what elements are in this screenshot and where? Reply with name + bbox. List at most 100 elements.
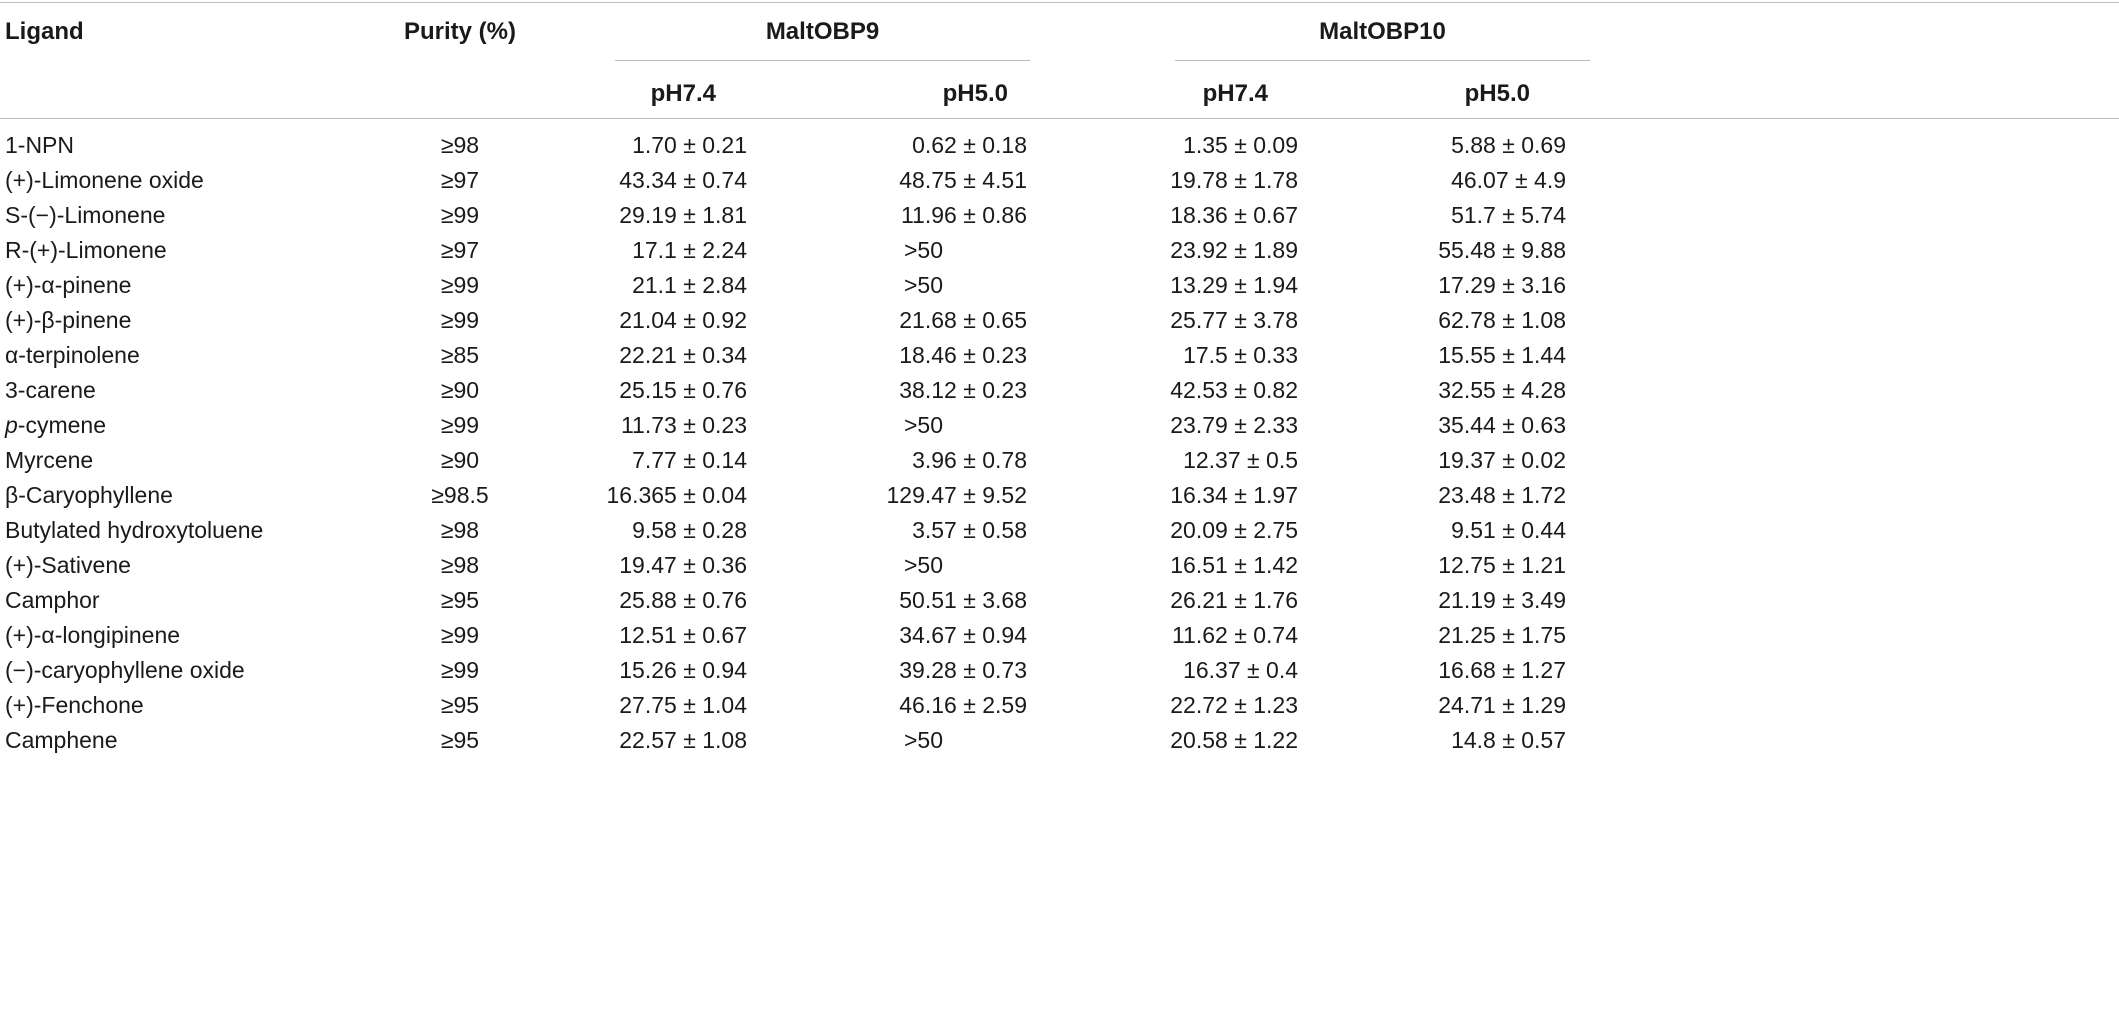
value-cell-maltobp10-ph50: 17.29 ± 3.16	[1438, 272, 1566, 298]
purity-cell: ≥85	[440, 342, 480, 368]
value-cell-maltobp9-ph74: 25.15 ± 0.76	[619, 377, 747, 403]
purity-cell: ≥98.5	[431, 482, 489, 508]
value-cell-maltobp10-ph50: 21.19 ± 3.49	[1438, 587, 1566, 613]
ligand-cell: (+)-Limonene oxide	[5, 167, 204, 193]
value-cell-maltobp10-ph50: 35.44 ± 0.63	[1438, 412, 1566, 438]
value-cell-maltobp10-ph50: 62.78 ± 1.08	[1438, 307, 1566, 333]
purity-cell: ≥97	[440, 167, 480, 193]
value-cell-maltobp10-ph50: 9.51 ± 0.44	[1451, 517, 1566, 543]
value-cell-maltobp9-ph74: 17.1 ± 2.24	[632, 237, 747, 263]
ligand-cell: 3-carene	[5, 377, 96, 403]
top-rule	[0, 2, 2119, 3]
ligand-cell: α-terpinolene	[5, 342, 140, 368]
purity-cell: ≥99	[440, 272, 480, 298]
value-cell-maltobp9-ph50: 34.67 ± 0.94	[899, 622, 1027, 648]
value-cell-maltobp9-ph50: 3.57 ± 0.58	[912, 517, 1027, 543]
subheader-maltobp10-ph50: pH5.0	[1464, 80, 1530, 107]
header-group-maltobp10: MaltOBP10	[1319, 18, 1446, 45]
value-cell-maltobp10-ph74: 17.5 ± 0.33	[1183, 342, 1298, 368]
value-cell-maltobp9-ph74: 7.77 ± 0.14	[632, 447, 747, 473]
value-cell-maltobp10-ph74: 18.36 ± 0.67	[1170, 202, 1298, 228]
purity-cell: ≥90	[440, 377, 480, 403]
value-cell-maltobp9-ph74: 16.365 ± 0.04	[606, 482, 747, 508]
purity-cell: ≥99	[440, 657, 480, 683]
value-cell-maltobp9-ph74: 19.47 ± 0.36	[619, 552, 747, 578]
value-cell-maltobp10-ph50: 55.48 ± 9.88	[1438, 237, 1566, 263]
value-cell-maltobp10-ph50: 51.7 ± 5.74	[1451, 202, 1566, 228]
value-cell-maltobp10-ph74: 19.78 ± 1.78	[1170, 167, 1298, 193]
ligand-cell: Myrcene	[5, 447, 94, 473]
value-cell-maltobp10-ph74: 16.51 ± 1.42	[1170, 552, 1298, 578]
value-cell-maltobp10-ph50: 16.68 ± 1.27	[1438, 657, 1566, 683]
ligand-cell: S-(−)-Limonene	[5, 202, 166, 228]
value-cell-maltobp9-ph50: 38.12 ± 0.23	[899, 377, 1027, 403]
purity-cell: ≥95	[440, 587, 480, 613]
value-cell-maltobp9-ph74: 43.34 ± 0.74	[619, 167, 747, 193]
value-cell-maltobp10-ph50: 5.88 ± 0.69	[1451, 132, 1566, 158]
purity-cell: ≥97	[440, 237, 480, 263]
value-cell-maltobp9-ph74: 1.70 ± 0.21	[632, 132, 747, 158]
ligand-cell: Camphor	[5, 587, 100, 613]
value-cell-maltobp10-ph74: 20.09 ± 2.75	[1170, 517, 1298, 543]
purity-cell: ≥98	[440, 552, 480, 578]
ligand-cell: (+)-α-pinene	[5, 272, 132, 298]
value-cell-maltobp10-ph74: 22.72 ± 1.23	[1170, 692, 1298, 718]
value-cell-maltobp9-ph74: 21.04 ± 0.92	[619, 307, 747, 333]
value-cell-maltobp10-ph74: 11.62 ± 0.74	[1171, 622, 1298, 648]
value-cell-maltobp9-ph74: 25.88 ± 0.76	[619, 587, 747, 613]
value-cell-maltobp9-ph74: 29.19 ± 1.81	[619, 202, 747, 228]
value-cell-maltobp9-ph50: >50	[903, 552, 943, 578]
value-cell-maltobp9-ph50: 129.47 ± 9.52	[886, 482, 1027, 508]
group-rule-maltobp10	[1175, 60, 1590, 61]
value-cell-maltobp10-ph74: 25.77 ± 3.78	[1170, 307, 1298, 333]
value-cell-maltobp9-ph50: 18.46 ± 0.23	[899, 342, 1027, 368]
subheader-maltobp9-ph74: pH7.4	[650, 80, 716, 107]
value-cell-maltobp10-ph50: 32.55 ± 4.28	[1438, 377, 1566, 403]
purity-cell: ≥90	[440, 447, 480, 473]
ligand-cell: Camphene	[5, 727, 118, 753]
value-cell-maltobp10-ph50: 24.71 ± 1.29	[1438, 692, 1566, 718]
value-cell-maltobp10-ph74: 1.35 ± 0.09	[1183, 132, 1298, 158]
purity-cell: ≥99	[440, 622, 480, 648]
value-cell-maltobp10-ph74: 13.29 ± 1.94	[1170, 272, 1298, 298]
purity-cell: ≥95	[440, 692, 480, 718]
header-purity: Purity (%)	[403, 18, 516, 45]
ligand-cell: R-(+)-Limonene	[5, 237, 167, 263]
value-cell-maltobp9-ph50: 39.28 ± 0.73	[899, 657, 1027, 683]
value-cell-maltobp10-ph74: 16.37 ± 0.4	[1183, 657, 1298, 683]
ligand-cell: (+)-β-pinene	[5, 307, 132, 333]
value-cell-maltobp10-ph74: 42.53 ± 0.82	[1170, 377, 1298, 403]
purity-cell: ≥95	[440, 727, 480, 753]
purity-cell: ≥99	[440, 412, 480, 438]
value-cell-maltobp9-ph74: 22.57 ± 1.08	[619, 727, 747, 753]
group-rule-maltobp9	[615, 60, 1030, 61]
value-cell-maltobp10-ph50: 14.8 ± 0.57	[1451, 727, 1566, 753]
value-cell-maltobp9-ph74: 9.58 ± 0.28	[632, 517, 747, 543]
ligand-cell: Butylated hydroxytoluene	[5, 517, 264, 543]
value-cell-maltobp9-ph50: 11.96 ± 0.86	[900, 202, 1027, 228]
header-ligand: Ligand	[5, 18, 84, 45]
value-cell-maltobp9-ph50: >50	[903, 727, 943, 753]
value-cell-maltobp9-ph74: 27.75 ± 1.04	[619, 692, 747, 718]
subheader-maltobp9-ph50: pH5.0	[942, 80, 1008, 107]
ligand-cell: (+)-α-longipinene	[5, 622, 181, 648]
ligand-cell: (+)-Fenchone	[5, 692, 144, 718]
value-cell-maltobp9-ph50: >50	[903, 272, 943, 298]
value-cell-maltobp9-ph50: 21.68 ± 0.65	[899, 307, 1027, 333]
header-group-maltobp9: MaltOBP9	[765, 18, 880, 45]
value-cell-maltobp9-ph74: 12.51 ± 0.67	[619, 622, 747, 648]
value-cell-maltobp10-ph50: 19.37 ± 0.02	[1438, 447, 1566, 473]
header-bottom-rule	[0, 118, 2119, 119]
value-cell-maltobp10-ph50: 12.75 ± 1.21	[1438, 552, 1566, 578]
value-cell-maltobp9-ph74: 15.26 ± 0.94	[619, 657, 747, 683]
value-cell-maltobp10-ph74: 12.37 ± 0.5	[1183, 447, 1298, 473]
value-cell-maltobp9-ph50: >50	[903, 237, 943, 263]
value-cell-maltobp9-ph50: 0.62 ± 0.18	[912, 132, 1027, 158]
ligand-cell: 1-NPN	[5, 132, 75, 158]
value-cell-maltobp10-ph50: 15.55 ± 1.44	[1438, 342, 1566, 368]
ligand-cell: p-cymene	[5, 412, 106, 438]
value-cell-maltobp9-ph74: 21.1 ± 2.84	[632, 272, 747, 298]
value-cell-maltobp9-ph50: 48.75 ± 4.51	[899, 167, 1027, 193]
ligand-cell: β-Caryophyllene	[5, 482, 173, 508]
purity-cell: ≥99	[440, 202, 480, 228]
